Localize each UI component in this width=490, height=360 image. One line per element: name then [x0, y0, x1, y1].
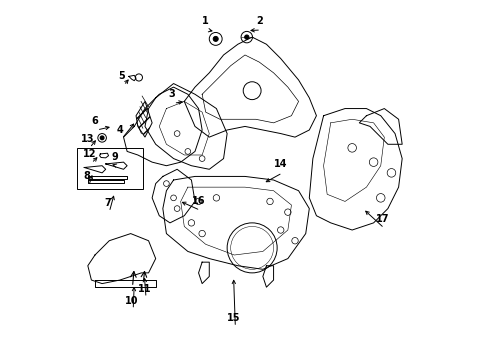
Text: 15: 15: [227, 313, 240, 323]
Text: 9: 9: [111, 152, 118, 162]
Text: 13: 13: [81, 134, 95, 144]
Text: 3: 3: [169, 89, 175, 99]
Text: 10: 10: [124, 296, 138, 306]
Text: 17: 17: [376, 214, 389, 224]
Circle shape: [245, 35, 249, 39]
Text: 7: 7: [104, 198, 111, 208]
Text: 1: 1: [202, 16, 209, 26]
Text: 4: 4: [117, 125, 123, 135]
Text: 14: 14: [274, 159, 288, 169]
Text: 8: 8: [84, 171, 91, 181]
Text: 2: 2: [256, 16, 263, 26]
Bar: [77, 148, 143, 189]
Circle shape: [213, 36, 218, 41]
Text: 11: 11: [138, 284, 151, 294]
Circle shape: [100, 136, 104, 140]
Text: 5: 5: [119, 71, 125, 81]
Text: 16: 16: [192, 197, 205, 206]
Text: 12: 12: [83, 149, 97, 159]
Text: 6: 6: [92, 116, 98, 126]
